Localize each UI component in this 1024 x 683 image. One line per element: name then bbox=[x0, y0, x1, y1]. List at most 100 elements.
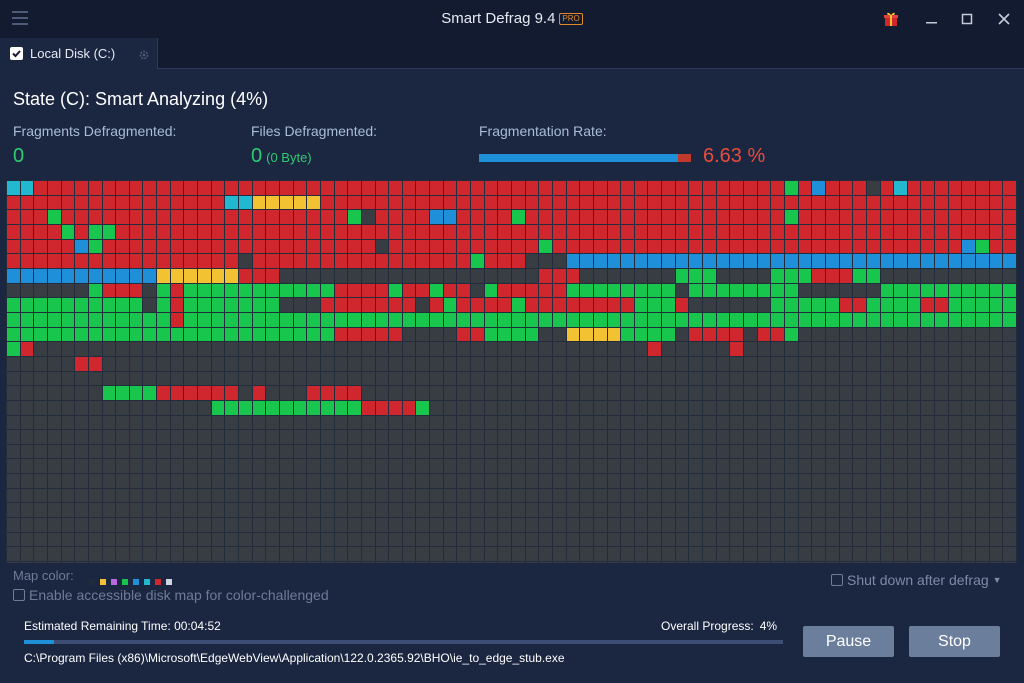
disk-map-cell bbox=[511, 342, 525, 356]
disk-map-cell bbox=[730, 415, 744, 430]
disk-map-cell bbox=[361, 210, 375, 224]
overall-progress-bar bbox=[24, 640, 783, 644]
disk-map-cell bbox=[143, 518, 157, 532]
disk-map-cell bbox=[498, 283, 511, 298]
disk-map-cell bbox=[239, 518, 252, 532]
hamburger-menu-icon[interactable] bbox=[12, 11, 28, 25]
minimize-icon[interactable] bbox=[920, 8, 942, 30]
disk-map-cell bbox=[662, 327, 675, 342]
disk-map-cell bbox=[170, 371, 184, 386]
disk-map-cell bbox=[47, 224, 61, 239]
disk-map-cell bbox=[962, 283, 976, 298]
accessible-map-option[interactable]: Enable accessible disk map for color-cha… bbox=[13, 587, 329, 603]
disk-map-cell bbox=[962, 371, 976, 386]
disk-map-cell bbox=[525, 503, 539, 518]
disk-map-cell bbox=[20, 371, 34, 386]
disk-map-cell bbox=[976, 444, 989, 459]
disk-map-cell bbox=[1003, 312, 1016, 327]
disk-map-cell bbox=[935, 474, 948, 488]
disk-map-cell bbox=[935, 532, 948, 547]
disk-map-cell bbox=[648, 371, 662, 386]
gift-icon[interactable] bbox=[880, 8, 902, 30]
disk-map-cell bbox=[198, 224, 211, 239]
tab-local-disk-c[interactable]: Local Disk (C:) bbox=[0, 38, 158, 69]
disk-map-cell bbox=[211, 268, 225, 283]
disk-map-cell bbox=[716, 342, 730, 356]
disk-map-cell bbox=[539, 430, 552, 444]
disk-map-cell bbox=[825, 195, 839, 210]
disk-map-cell bbox=[75, 239, 88, 254]
disk-map-cell bbox=[75, 356, 88, 371]
disk-map-cell bbox=[129, 371, 143, 386]
disk-map-cell bbox=[552, 459, 566, 474]
disk-map-cell bbox=[20, 298, 34, 312]
disk-map-cell bbox=[239, 239, 252, 254]
disk-map-cell bbox=[266, 503, 279, 518]
disk-map-cell bbox=[430, 239, 443, 254]
disk-map-cell bbox=[484, 518, 498, 532]
disk-map-cell bbox=[580, 386, 593, 400]
disk-map-cell bbox=[430, 210, 443, 224]
disk-map-cell bbox=[744, 312, 757, 327]
disk-map-cell bbox=[402, 532, 416, 547]
disk-map-cell bbox=[716, 224, 730, 239]
disk-map-cell bbox=[580, 254, 593, 268]
disk-map-cell bbox=[443, 210, 457, 224]
disk-map-cell bbox=[348, 312, 361, 327]
shutdown-option[interactable]: Shut down after defrag ▼ bbox=[831, 572, 1002, 588]
disk-map-cell bbox=[307, 488, 320, 503]
disk-map-cell bbox=[334, 312, 348, 327]
disk-map-cell bbox=[471, 532, 484, 547]
disk-map-cell bbox=[184, 415, 198, 430]
chevron-down-icon[interactable]: ▼ bbox=[992, 575, 1002, 585]
disk-map-cell bbox=[184, 474, 198, 488]
disk-map-cell bbox=[252, 386, 266, 400]
accessible-map-checkbox[interactable] bbox=[13, 589, 25, 601]
disk-map-cell bbox=[730, 371, 744, 386]
disk-map-cell bbox=[457, 488, 471, 503]
close-icon[interactable] bbox=[993, 8, 1015, 30]
disk-map-cell bbox=[361, 268, 375, 283]
shutdown-checkbox[interactable] bbox=[831, 574, 843, 586]
disk-map-cell bbox=[539, 400, 552, 415]
disk-map-cell bbox=[102, 356, 116, 371]
disk-map-cell bbox=[866, 195, 880, 210]
gear-icon[interactable] bbox=[138, 48, 150, 60]
disk-map-cell bbox=[511, 195, 525, 210]
disk-map-cell bbox=[921, 224, 935, 239]
disk-map-cell bbox=[47, 327, 61, 342]
disk-map-cell bbox=[143, 386, 157, 400]
fragmentation-rate-fill bbox=[479, 154, 679, 162]
disk-map-cell bbox=[88, 210, 102, 224]
disk-map-cell bbox=[866, 268, 880, 283]
disk-map-cell bbox=[320, 415, 334, 430]
disk-map-cell bbox=[607, 400, 621, 415]
overall-progress-value: 4% bbox=[759, 619, 778, 633]
disk-map-cell bbox=[279, 239, 293, 254]
disk-map-cell bbox=[866, 430, 880, 444]
pause-button[interactable]: Pause bbox=[803, 626, 894, 657]
disk-map-cell bbox=[402, 239, 416, 254]
disk-map-cell bbox=[389, 327, 402, 342]
disk-map-cell bbox=[457, 239, 471, 254]
disk-map-cell bbox=[266, 474, 279, 488]
disk-map-cell bbox=[580, 239, 593, 254]
disk-map-cell bbox=[730, 459, 744, 474]
disk-map-cell bbox=[566, 518, 580, 532]
disk-map-cell bbox=[143, 400, 157, 415]
disk-map-cell bbox=[416, 298, 430, 312]
disk-map-cell bbox=[744, 210, 757, 224]
disk-map-cell bbox=[539, 474, 552, 488]
disk-map-cell bbox=[498, 312, 511, 327]
disk-map-cell bbox=[471, 224, 484, 239]
disk-map-cell bbox=[116, 562, 129, 563]
disk-map-cell bbox=[621, 400, 634, 415]
tab-checkbox[interactable] bbox=[10, 47, 23, 60]
stop-button[interactable]: Stop bbox=[909, 626, 1000, 657]
disk-map-cell bbox=[989, 386, 1003, 400]
disk-map-cell bbox=[962, 195, 976, 210]
disk-map-cell bbox=[129, 181, 143, 195]
disk-map-cell bbox=[102, 562, 116, 563]
disk-map-cell bbox=[75, 518, 88, 532]
maximize-icon[interactable] bbox=[956, 8, 978, 30]
